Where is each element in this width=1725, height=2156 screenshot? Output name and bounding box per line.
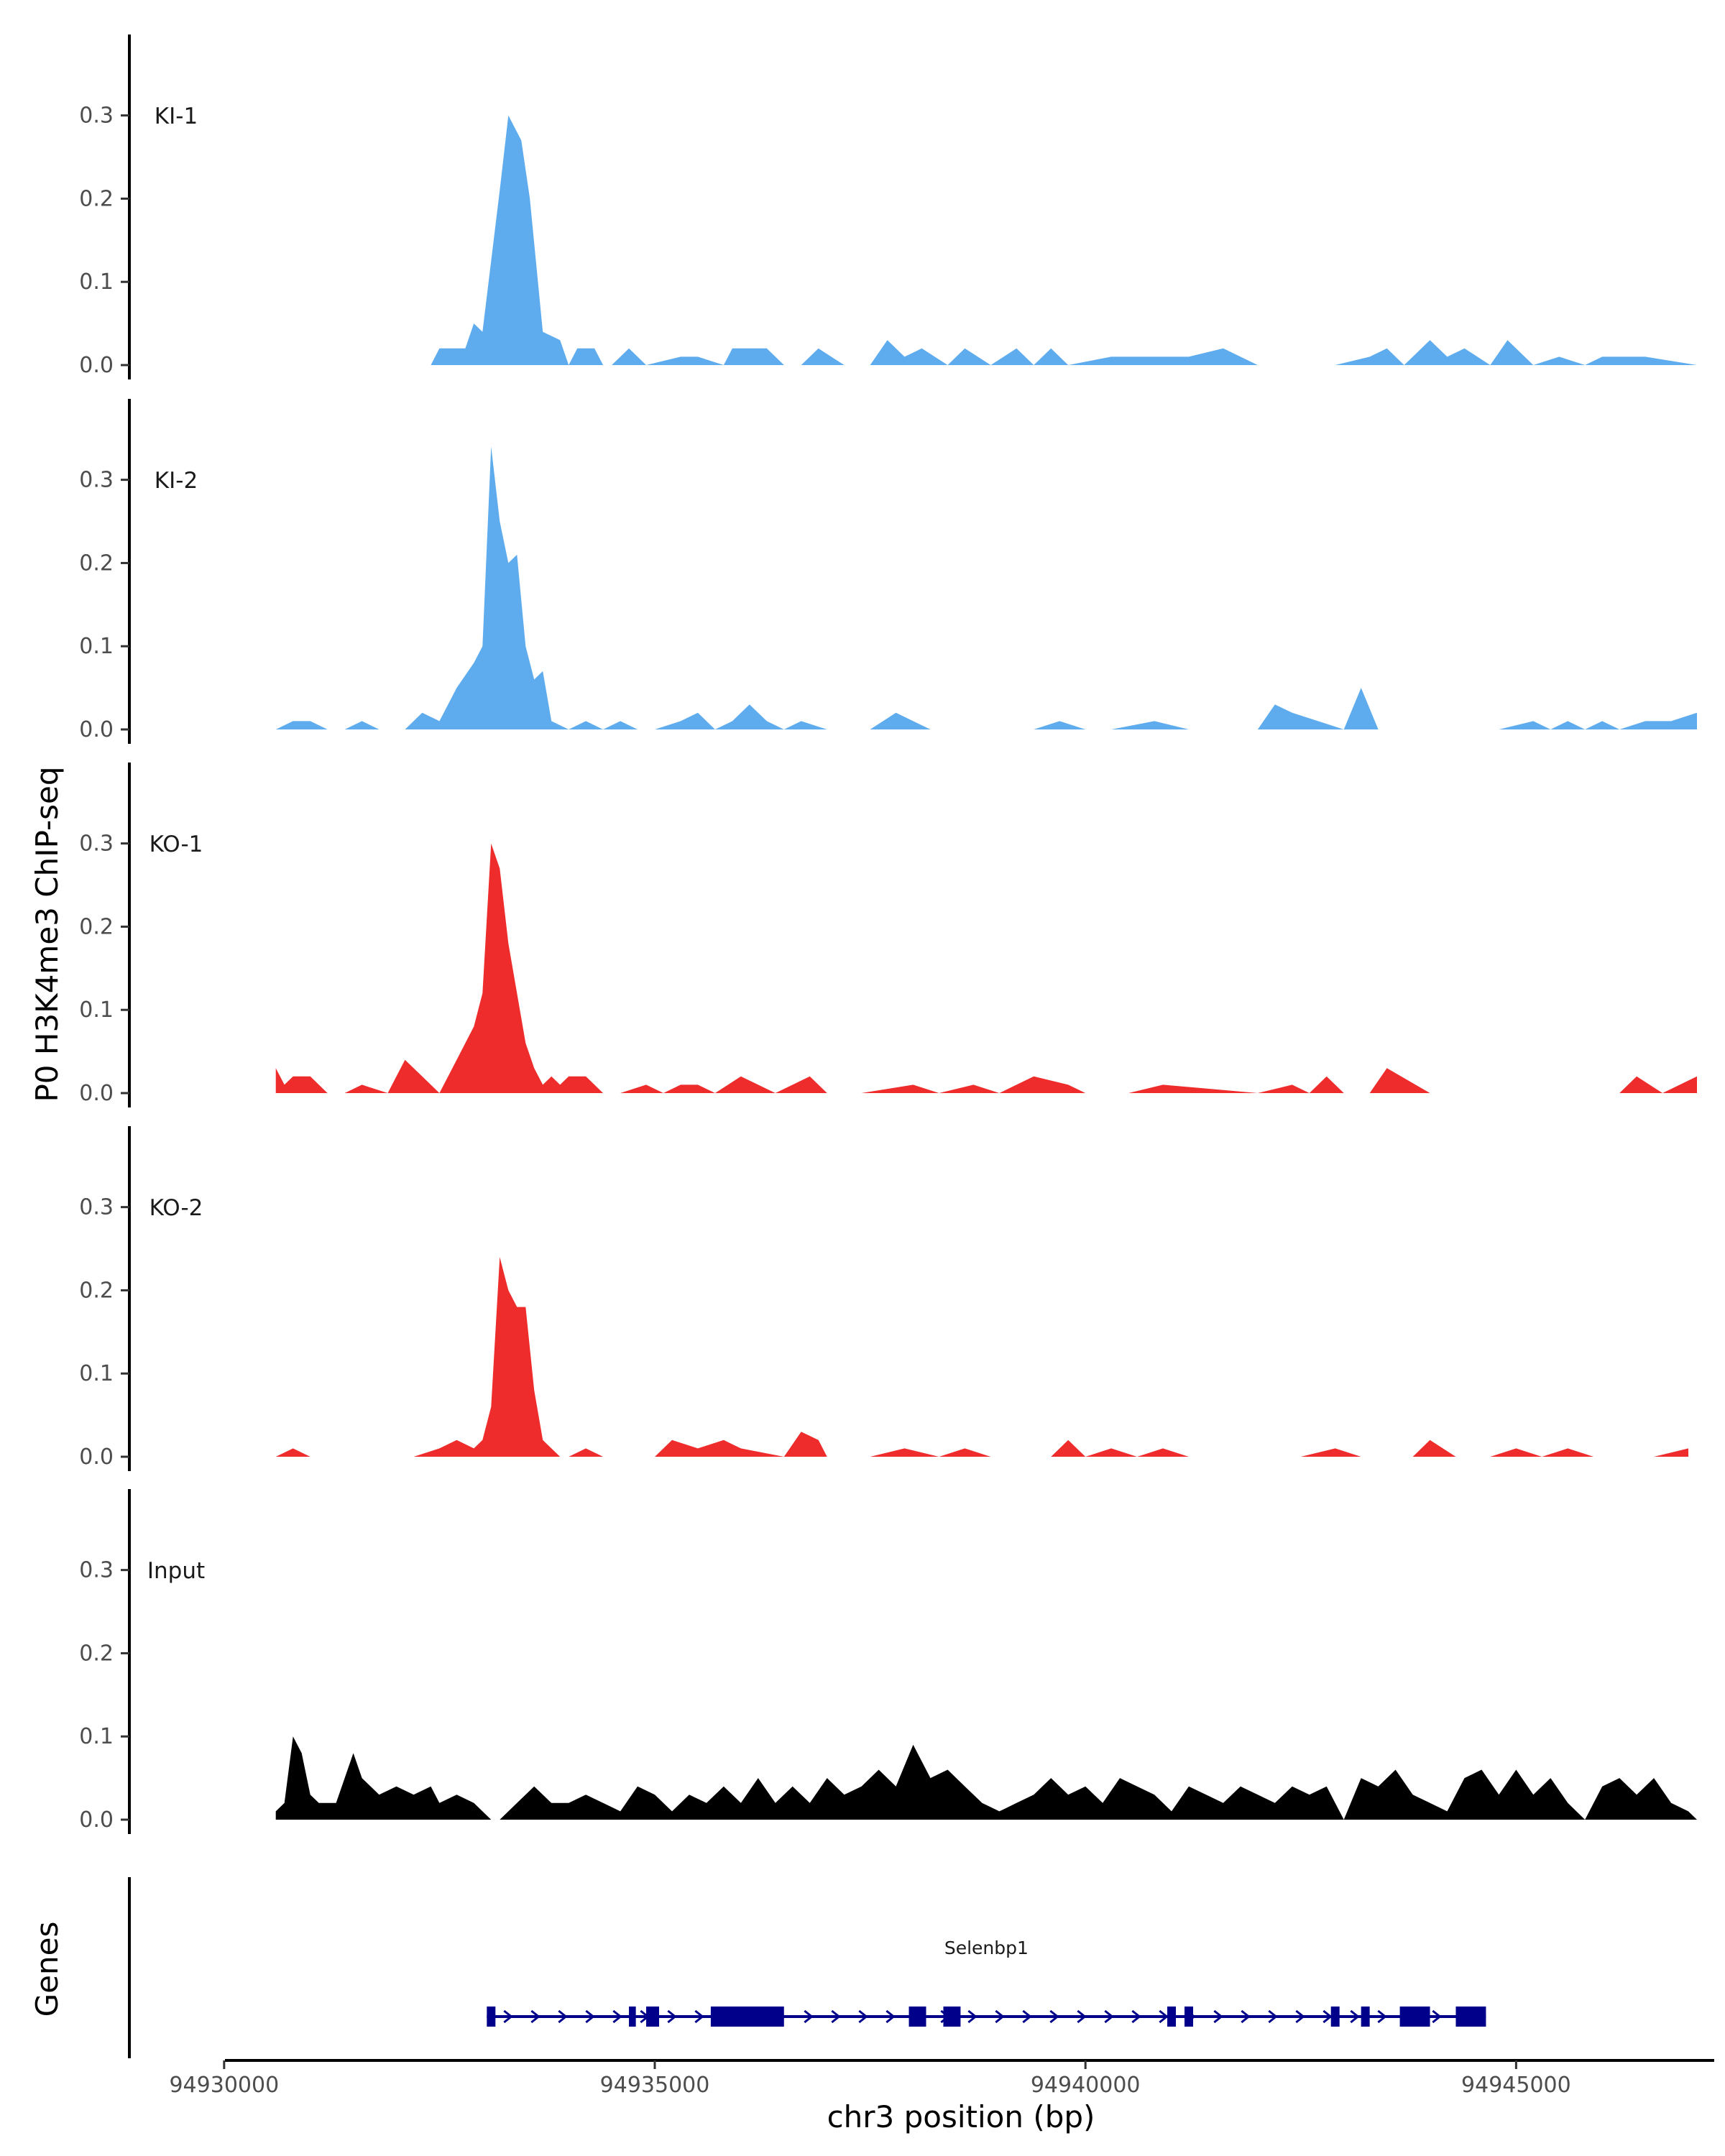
track-label: KI-1 [155, 103, 198, 129]
strand-arrow [1322, 2009, 1333, 2024]
x-tick-label: 94940000 [1031, 2073, 1141, 2098]
track-panels: 0.00.10.20.3 KI-10.00.10.20.3 KI-20.00.10.… [79, 34, 1698, 1834]
signal-area [413, 115, 1697, 365]
strand-arrow [1432, 2009, 1442, 2024]
exon-block [1167, 2007, 1177, 2027]
strand-arrow [1213, 2009, 1223, 2024]
y-tick-label: 0.1 [79, 634, 114, 659]
strand-arrow [1077, 2009, 1087, 2024]
strand-arrow [1049, 2009, 1059, 2024]
strand-arrow [1131, 2009, 1141, 2024]
strand-arrow [1350, 2009, 1360, 2024]
signal-area [275, 843, 1698, 1093]
strand-arrow [1241, 2009, 1251, 2024]
y-tick-label: 0.3 [79, 831, 114, 857]
gene-selenbp1: Selenbp1 [487, 1938, 1486, 2027]
gene-track: Selenbp1 [128, 1877, 1486, 2058]
strand-arrow [530, 2009, 540, 2024]
y-tick-label: 0.0 [79, 353, 114, 378]
track-label: KO-1 [150, 831, 203, 857]
strand-arrow [667, 2009, 677, 2024]
y-tick-label: 0.2 [79, 1278, 114, 1303]
signal-area [275, 1257, 1689, 1457]
strand-arrow [1022, 2009, 1032, 2024]
exon-block [1330, 2007, 1340, 2027]
x-tick-label: 94945000 [1461, 2073, 1571, 2098]
exon-block [908, 2007, 926, 2027]
x-tick-label: 94930000 [169, 2073, 279, 2098]
strand-arrow [831, 2009, 841, 2024]
track-label: KI-2 [155, 468, 198, 494]
x-axis: 94930000 94935000 94940000 94945000 [169, 2059, 1714, 2098]
y-tick-label: 0.1 [79, 998, 114, 1023]
exon-block [646, 2007, 659, 2027]
exon-block [1184, 2007, 1193, 2027]
strand-arrow [1377, 2009, 1387, 2024]
exon-block [1455, 2007, 1486, 2027]
x-axis-title: chr3 position (bp) [827, 2099, 1095, 2134]
y-tick-label: 0.2 [79, 1641, 114, 1666]
track-ki-1: 0.0 0.1 0.2 0.3 KI-1 [79, 34, 1697, 379]
strand-arrow [612, 2009, 622, 2024]
gene-track-title: Genes [29, 1922, 65, 2017]
strand-arrow [585, 2009, 595, 2024]
signal-area [275, 446, 1698, 729]
y-tick-label: 0.3 [79, 1195, 114, 1220]
y-tick-label: 0.3 [79, 468, 114, 493]
gene-name-label: Selenbp1 [944, 1938, 1029, 1958]
track-label: Input [147, 1558, 205, 1584]
y-tick-label: 0.0 [79, 717, 114, 742]
exon-block [487, 2007, 496, 2027]
track-ko-2: 0.0 0.1 0.2 0.3 KO-2 [79, 1126, 1689, 1471]
y-axis-title: P0 H3K4me3 ChIP-seq [29, 766, 65, 1102]
y-tick-label: 0.3 [79, 103, 114, 129]
signal-area [275, 1736, 1698, 1820]
y-tick-label: 0.0 [79, 1081, 114, 1106]
y-tick-label: 0.3 [79, 1558, 114, 1583]
y-tick-label: 0.2 [79, 186, 114, 211]
strand-arrow [886, 2009, 896, 2024]
y-tick-label: 0.0 [79, 1445, 114, 1470]
x-tick-label: 94935000 [600, 2073, 710, 2098]
strand-arrow [995, 2009, 1005, 2024]
exon-block [1399, 2007, 1430, 2027]
strand-arrow [804, 2009, 814, 2024]
track-ko-1: 0.0 0.1 0.2 0.3 KO-1 [79, 763, 1698, 1107]
strand-arrow [503, 2009, 513, 2024]
strand-arrow [1268, 2009, 1278, 2024]
y-tick-label: 0.0 [79, 1807, 114, 1833]
strand-arrow [694, 2009, 704, 2024]
exon-block [943, 2007, 961, 2027]
track-ki-2: 0.0 0.1 0.2 0.3 KI-2 [79, 399, 1698, 744]
track-input: 0.0 0.1 0.2 0.3 Input [79, 1489, 1698, 1834]
y-tick-label: 0.1 [79, 1724, 114, 1749]
y-tick-label: 0.1 [79, 1361, 114, 1386]
track-label: KO-2 [150, 1195, 203, 1221]
strand-arrow [1295, 2009, 1305, 2024]
strand-arrow [558, 2009, 568, 2024]
strand-arrow [1104, 2009, 1114, 2024]
strand-arrow [967, 2009, 978, 2024]
exon-block [710, 2007, 784, 2027]
y-tick-label: 0.1 [79, 270, 114, 295]
y-tick-label: 0.2 [79, 914, 114, 939]
strand-arrow [858, 2009, 868, 2024]
strand-arrow [1159, 2009, 1169, 2024]
exon-block [629, 2007, 636, 2027]
y-tick-label: 0.2 [79, 550, 114, 576]
exon-block [1361, 2007, 1370, 2027]
